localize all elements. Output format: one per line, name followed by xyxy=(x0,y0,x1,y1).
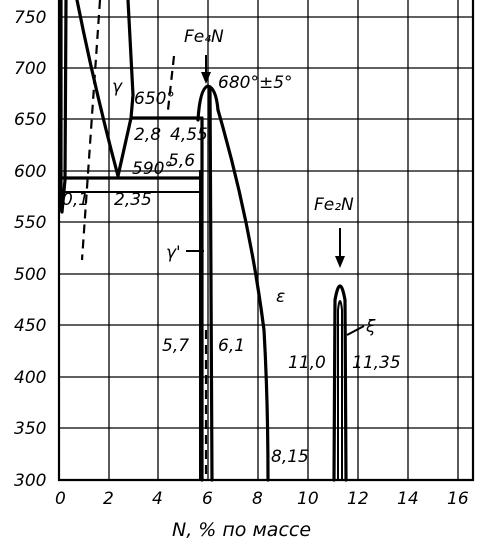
y-tick-500: 500 xyxy=(14,265,46,285)
x-tick-8: 8 xyxy=(252,489,263,509)
x-tick-16: 16 xyxy=(447,489,469,509)
label-fe2n: Fe₂N xyxy=(314,195,354,215)
phase-boundaries xyxy=(59,0,365,482)
y-tick-400: 400 xyxy=(14,368,46,388)
label-gamma: γ xyxy=(112,77,123,97)
label-590: 590° xyxy=(132,159,173,179)
y-tick-600: 600 xyxy=(14,162,46,182)
plot-frame xyxy=(57,0,475,482)
label-xi: ξ xyxy=(365,317,376,337)
y-axis-ticks: 750 700 650 600 550 500 450 400 350 300 xyxy=(14,8,46,491)
label-6-1: 6,1 xyxy=(218,336,245,356)
label-8-15: 8,15 xyxy=(271,447,309,467)
annotations: Fe₄N Fe₂N 680°±5° 650° 590° 5,6 γ γ' ε ξ… xyxy=(62,27,401,467)
x-tick-2: 2 xyxy=(103,489,114,509)
label-epsilon: ε xyxy=(276,287,285,307)
x-axis-ticks: 0 2 4 6 8 10 12 14 16 xyxy=(55,489,469,509)
label-0-1: 0,1 xyxy=(62,190,89,210)
x-axis-title: N, % по массе xyxy=(172,519,311,541)
y-tick-550: 550 xyxy=(14,213,46,233)
y-tick-700: 700 xyxy=(14,59,46,79)
label-gamma-prime: γ' xyxy=(166,243,181,263)
x-tick-14: 14 xyxy=(397,489,419,509)
label-650: 650° xyxy=(134,89,175,109)
label-5-6: 5,6 xyxy=(168,151,195,171)
label-680: 680°±5° xyxy=(218,73,293,93)
label-11-35: 11,35 xyxy=(352,353,401,373)
label-4-55: 4,55 xyxy=(170,125,208,145)
y-tick-450: 450 xyxy=(14,316,46,336)
y-tick-300: 300 xyxy=(14,471,46,491)
x-tick-12: 12 xyxy=(347,489,369,509)
x-tick-0: 0 xyxy=(55,489,66,509)
label-2-8: 2,8 xyxy=(134,125,161,145)
x-tick-10: 10 xyxy=(297,489,319,509)
x-tick-4: 4 xyxy=(152,489,163,509)
y-tick-750: 750 xyxy=(14,8,46,28)
y-tick-650: 650 xyxy=(14,110,46,130)
label-2-35: 2,35 xyxy=(114,190,152,210)
label-11-0: 11,0 xyxy=(288,353,326,373)
label-5-7: 5,7 xyxy=(162,336,189,356)
x-tick-6: 6 xyxy=(202,489,213,509)
y-tick-350: 350 xyxy=(14,419,46,439)
label-fe4n: Fe₄N xyxy=(184,27,224,47)
